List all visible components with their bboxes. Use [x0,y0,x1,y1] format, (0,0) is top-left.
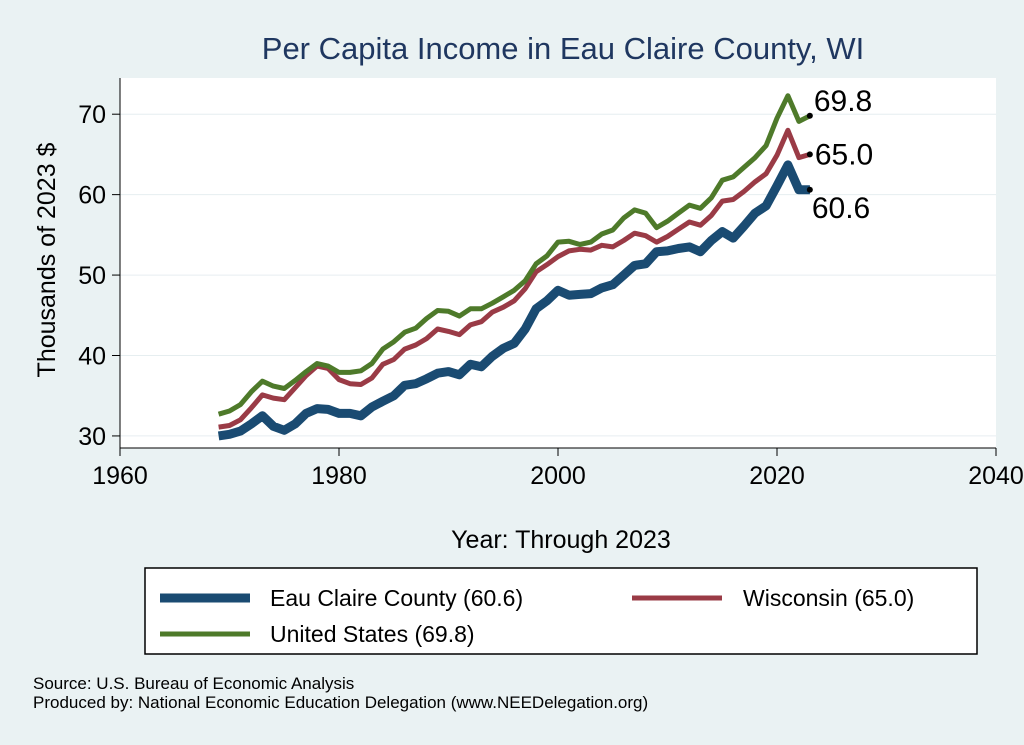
series-line-eau-claire-county [217,160,810,441]
end-point-united-states [806,112,813,119]
x-tick-label-2000: 2000 [530,462,586,490]
end-labels: 60.6 65.0 69.8 [806,85,873,225]
end-label-eau-claire-county: 60.6 [812,192,870,225]
x-tick-label-2020: 2020 [749,462,805,490]
source-note: Source: U.S. Bureau of Economic Analysis… [33,674,648,712]
y-tick-label-50: 50 [78,262,106,290]
x-ticks: 1960 1980 2000 2020 2040 [92,448,1024,490]
end-point-wisconsin [806,151,813,158]
end-point-eau-claire-county [806,186,813,193]
chart-title: Per Capita Income in Eau Claire County, … [262,31,864,66]
y-axis-label: Thousands of 2023 $ [33,142,61,377]
producer-line: Produced by: National Economic Education… [33,693,649,712]
x-axis-label: Year: Through 2023 [451,526,671,554]
series-lines [217,93,812,441]
source-line: Source: U.S. Bureau of Economic Analysis [33,674,355,693]
end-label-united-states: 69.8 [814,85,872,118]
y-tick-label-40: 40 [78,343,106,371]
y-tick-label-70: 70 [78,101,106,129]
x-tick-label-2040: 2040 [968,462,1024,490]
legend-box [144,567,978,655]
legend-label-united-states: United States (69.8) [270,621,475,647]
gridlines [120,113,996,437]
legend-label-eau-claire: Eau Claire County (60.6) [270,585,523,611]
series-line-united-states [217,93,812,417]
legend-label-wisconsin: Wisconsin (65.0) [743,585,914,611]
y-ticks: 30 40 50 60 70 [78,101,120,451]
legend: Eau Claire County (60.6) Wisconsin (65.0… [144,567,978,655]
x-tick-label-1980: 1980 [311,462,367,490]
x-tick-label-1960: 1960 [92,462,148,490]
y-tick-label-60: 60 [78,182,106,210]
end-label-wisconsin: 65.0 [815,138,873,171]
y-tick-label-30: 30 [78,423,106,451]
plot-area [120,78,996,448]
